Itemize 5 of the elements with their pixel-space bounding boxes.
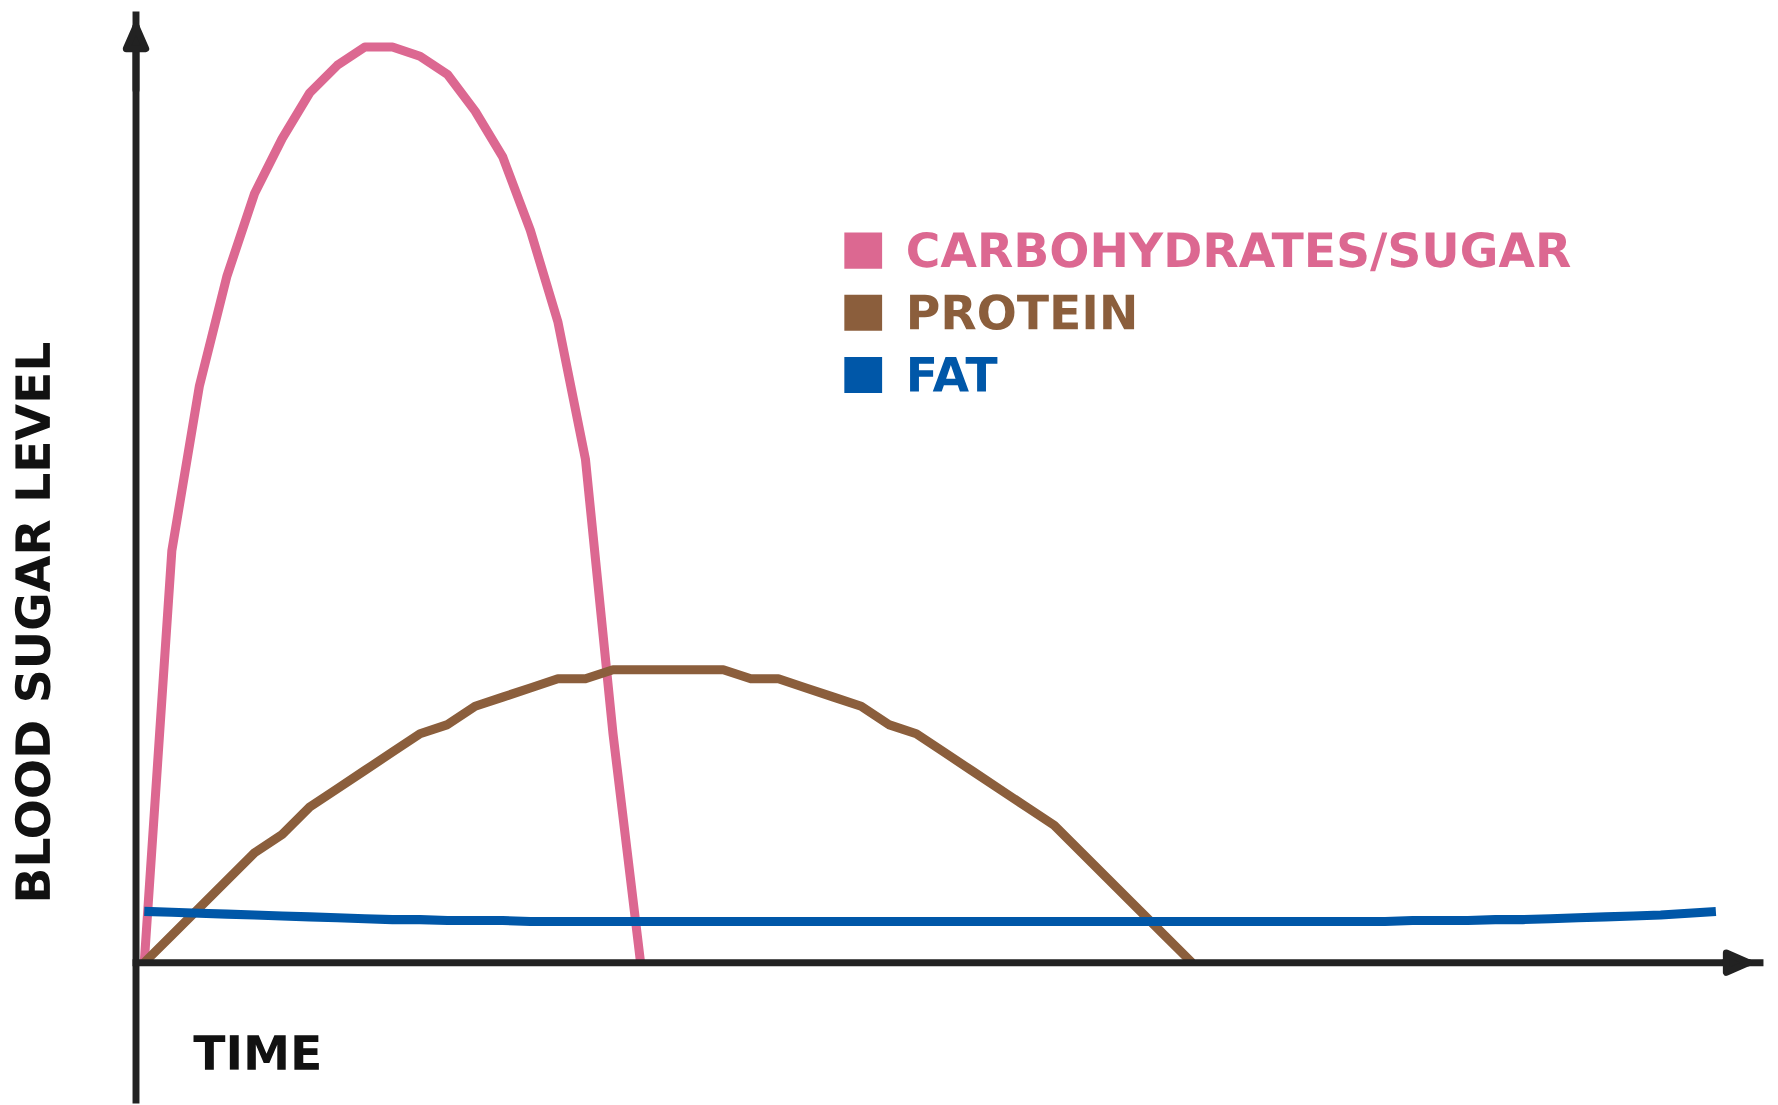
x-axis-title: TIME bbox=[193, 1035, 319, 1070]
legend-label: FAT bbox=[910, 357, 998, 392]
legend-label: CARBOHYDRATES/SUGAR bbox=[908, 231, 1571, 272]
y-axis-title: BLOOD SUGAR LEVEL bbox=[14, 342, 51, 900]
legend-label: PROTEIN bbox=[910, 294, 1135, 330]
